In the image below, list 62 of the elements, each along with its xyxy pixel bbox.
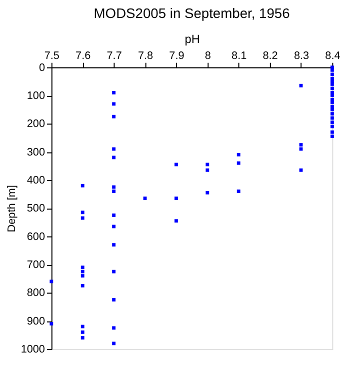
x-tick-label: 7.5 bbox=[44, 50, 60, 62]
point bbox=[174, 219, 178, 223]
point bbox=[112, 185, 116, 189]
point bbox=[80, 216, 84, 220]
x-tick-label: 8.2 bbox=[262, 50, 278, 62]
point bbox=[330, 72, 334, 76]
x-axis-title: pH bbox=[184, 32, 200, 46]
point bbox=[236, 161, 240, 165]
point bbox=[112, 243, 116, 247]
y-tick-label: 0 bbox=[38, 62, 45, 74]
point bbox=[80, 184, 84, 188]
point bbox=[330, 86, 334, 90]
x-tick-label: 8 bbox=[204, 50, 211, 62]
point bbox=[330, 108, 334, 112]
point bbox=[80, 210, 84, 214]
y-tick-label: 1000 bbox=[20, 344, 45, 356]
point bbox=[50, 322, 54, 326]
x-tick-label: 7.8 bbox=[138, 50, 154, 62]
point bbox=[330, 112, 334, 116]
y-tick-label: 400 bbox=[26, 174, 45, 186]
y-tick-label: 500 bbox=[26, 202, 45, 215]
x-tick-label: 8.4 bbox=[325, 50, 340, 62]
x-tick-label: 8.1 bbox=[232, 50, 247, 62]
chart-title: MODS2005 in September, 1956 bbox=[94, 4, 290, 21]
point bbox=[330, 130, 334, 134]
x-tick-label: 7.9 bbox=[169, 50, 184, 62]
y-tick-label: 700 bbox=[26, 259, 45, 271]
point bbox=[50, 280, 54, 284]
y-tick-label: 900 bbox=[26, 315, 45, 328]
y-axis-title: Depth [m] bbox=[6, 185, 18, 232]
point bbox=[236, 190, 240, 193]
point bbox=[80, 270, 84, 274]
x-tick-label: 8.3 bbox=[294, 50, 310, 62]
point bbox=[330, 120, 334, 124]
point bbox=[112, 102, 116, 106]
point bbox=[112, 190, 116, 193]
point bbox=[112, 214, 116, 217]
point bbox=[112, 90, 116, 94]
point bbox=[80, 284, 84, 288]
y-tick-label: 100 bbox=[26, 90, 45, 102]
point bbox=[330, 82, 334, 86]
point bbox=[112, 342, 116, 346]
y-tick-label: 600 bbox=[26, 230, 45, 243]
x-tick-label: 7.6 bbox=[76, 50, 91, 62]
point bbox=[206, 190, 210, 194]
point bbox=[174, 196, 178, 200]
point bbox=[80, 266, 84, 270]
point bbox=[80, 336, 84, 340]
point bbox=[80, 330, 84, 334]
point bbox=[112, 298, 116, 302]
y-tick-label: 200 bbox=[26, 118, 45, 130]
point bbox=[112, 270, 116, 274]
x-tick-label: 7.7 bbox=[106, 50, 122, 62]
point bbox=[330, 68, 334, 72]
point bbox=[112, 114, 116, 118]
y-tick-label: 800 bbox=[26, 287, 45, 300]
point bbox=[330, 134, 334, 138]
point bbox=[206, 168, 210, 172]
y-tick-label: 300 bbox=[26, 146, 45, 158]
point bbox=[80, 274, 84, 278]
point bbox=[112, 326, 116, 330]
point bbox=[236, 152, 240, 156]
